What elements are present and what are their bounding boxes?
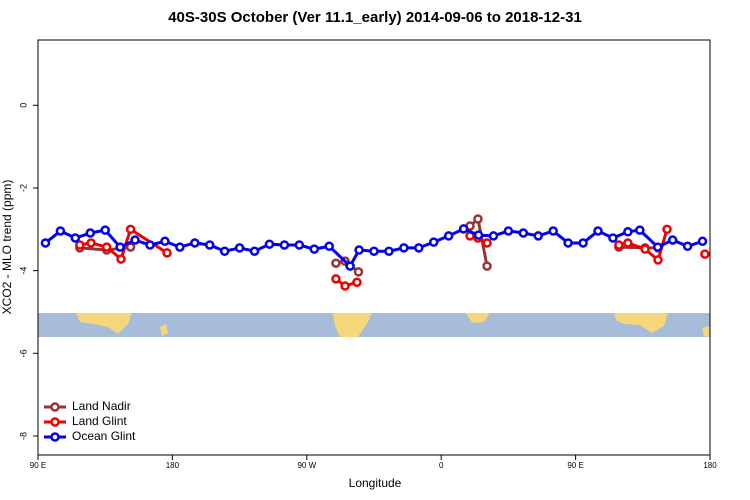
data-point	[160, 236, 170, 247]
data-point	[249, 246, 260, 256]
data-point	[130, 235, 140, 245]
y-tick-label: -8	[18, 432, 28, 440]
data-point	[414, 243, 424, 253]
data-point	[700, 249, 710, 259]
data-point	[162, 248, 172, 258]
data-point	[100, 225, 110, 235]
y-axis-label: XCO2 - MLO trend (ppm)	[0, 180, 14, 315]
legend-marker	[50, 402, 60, 412]
legend-marker	[50, 417, 60, 427]
data-point	[578, 238, 588, 248]
x-tick-label: 90 W	[297, 461, 316, 470]
data-point	[482, 261, 492, 271]
data-point	[697, 236, 708, 247]
data-point	[384, 246, 394, 256]
data-point	[145, 240, 155, 250]
data-point	[614, 240, 624, 250]
data-point	[399, 243, 409, 253]
data-point	[340, 281, 350, 291]
data-point	[264, 239, 275, 249]
data-point	[653, 255, 663, 265]
x-tick-label: 180	[166, 461, 180, 470]
data-point	[635, 225, 645, 235]
data-point	[428, 237, 439, 247]
data-point	[458, 224, 469, 234]
x-tick-label: 90 E	[30, 461, 46, 470]
legend-label: Ocean Glint	[72, 429, 136, 443]
x-axis-label: Longitude	[349, 476, 402, 490]
legend-label: Land Nadir	[72, 399, 131, 413]
data-point	[443, 231, 454, 241]
y-tick-label: -4	[18, 267, 28, 275]
data-point	[234, 243, 245, 253]
map-strip	[38, 313, 710, 337]
plot-frame	[37, 39, 711, 456]
data-point	[70, 233, 81, 243]
data-point	[352, 277, 362, 287]
data-point	[55, 226, 66, 236]
legend-marker	[50, 432, 60, 442]
data-point	[204, 240, 215, 250]
data-point	[40, 238, 51, 248]
data-point	[593, 226, 603, 236]
x-tick-label: 90 E	[567, 461, 583, 470]
y-tick-label: -2	[18, 184, 28, 192]
data-point	[640, 244, 650, 254]
data-point	[85, 228, 96, 238]
data-point	[623, 238, 633, 248]
data-point	[482, 238, 492, 248]
data-point	[115, 242, 125, 252]
data-point	[518, 228, 529, 238]
data-point	[488, 231, 499, 241]
data-point	[175, 242, 185, 252]
data-point	[125, 224, 136, 235]
y-tick-label: 0	[18, 103, 28, 108]
data-point	[279, 240, 290, 250]
data-point	[331, 274, 341, 284]
x-tick-label: 180	[703, 461, 717, 470]
data-point	[608, 233, 618, 243]
data-point	[682, 241, 693, 252]
data-point	[324, 241, 334, 252]
data-point	[548, 226, 558, 236]
data-point	[331, 258, 341, 268]
data-point	[667, 235, 678, 245]
data-point	[309, 244, 320, 254]
data-point	[75, 240, 85, 250]
x-tick-label: 0	[439, 461, 444, 470]
data-point	[116, 254, 126, 264]
data-point	[345, 261, 355, 271]
data-point	[662, 224, 672, 235]
data-point	[294, 240, 305, 250]
y-tick-label: -6	[18, 349, 28, 357]
legend-label: Land Glint	[72, 414, 127, 428]
data-point	[503, 226, 514, 236]
data-point	[533, 231, 544, 241]
chart-title: 40S-30S October (Ver 11.1_early) 2014-09…	[168, 9, 582, 26]
data-point	[563, 238, 573, 248]
data-point	[219, 246, 230, 256]
data-point	[190, 238, 200, 248]
data-point	[354, 245, 364, 255]
data-point	[369, 246, 379, 256]
data-point	[101, 242, 112, 252]
data-point	[473, 230, 484, 240]
data-point	[473, 214, 483, 224]
data-point	[86, 238, 96, 248]
data-point	[353, 267, 364, 277]
data-point	[623, 227, 633, 237]
data-point	[652, 242, 663, 252]
